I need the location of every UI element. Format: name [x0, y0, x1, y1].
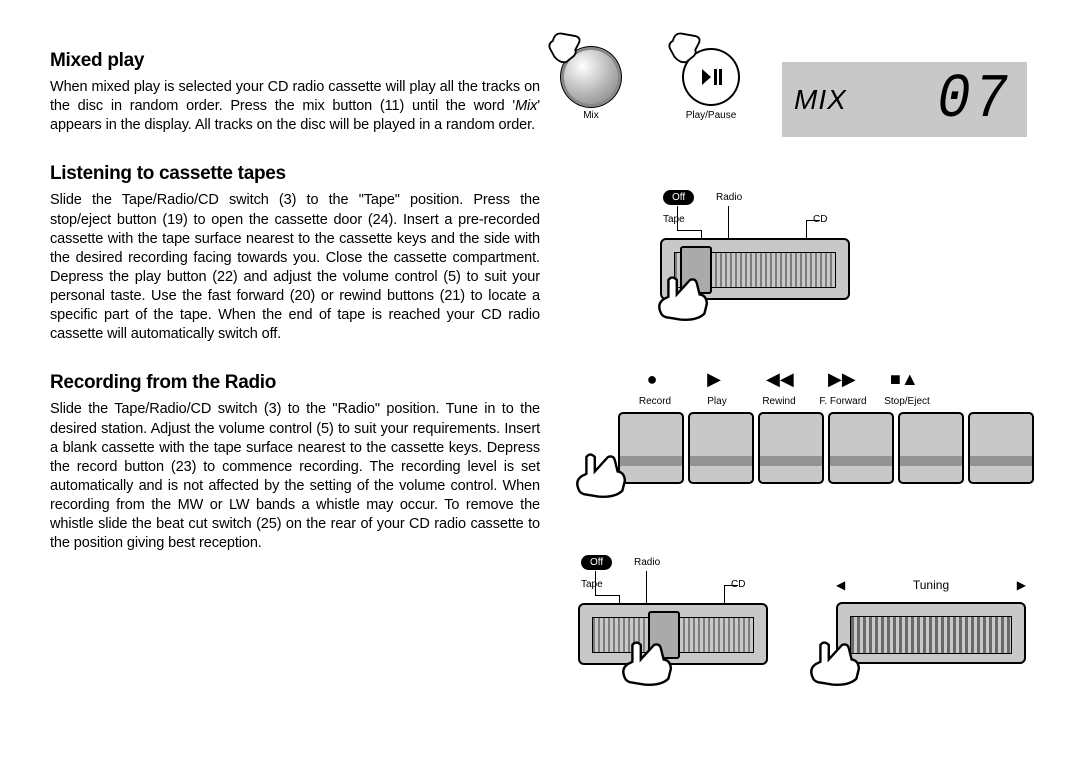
tuning-label: Tuning	[913, 578, 949, 592]
rewind-key[interactable]	[758, 412, 824, 484]
stop-eject-key[interactable]	[898, 412, 964, 484]
display-digits: 07	[937, 69, 1011, 131]
record-label: Record	[624, 396, 686, 407]
mixed-body-italic: Mix	[515, 98, 537, 114]
radio-heading: Recording from the Radio	[50, 372, 540, 394]
stop-eject-label: Stop/Eject	[876, 396, 938, 407]
mixed-play-heading: Mixed play	[50, 50, 540, 72]
record-icon: ●	[642, 370, 662, 388]
play-key[interactable]	[688, 412, 754, 484]
mixed-play-body: When mixed play is selected your CD radi…	[50, 78, 540, 135]
rewind-label: Rewind	[748, 396, 810, 407]
tuning-right-icon: ▶	[1017, 578, 1026, 592]
hand-icon	[618, 630, 690, 690]
hand-icon	[572, 442, 644, 502]
cassette-body: Slide the Tape/Radio/CD switch (3) to th…	[50, 191, 540, 344]
cassette-heading: Listening to cassette tapes	[50, 163, 540, 185]
switch-tape-label: Tape	[663, 214, 685, 225]
rewind-icon: ◀◀	[766, 370, 786, 388]
switch-radio-label: Radio	[716, 192, 742, 203]
tuning-label-row: ◀ Tuning ▶	[836, 578, 1026, 592]
fforward-icon: ▶▶	[828, 370, 848, 388]
play-icon: ▶	[704, 370, 724, 388]
fforward-key[interactable]	[828, 412, 894, 484]
radio-body: Slide the Tape/Radio/CD switch (3) to th…	[50, 400, 540, 553]
switch-off-label: Off	[581, 555, 612, 570]
mixed-body-pre: When mixed play is selected your CD radi…	[50, 79, 540, 114]
cassette-key-labels: Record Play Rewind F. Forward Stop/Eject	[624, 396, 938, 407]
cassette-key-icons: ● ▶ ◀◀ ▶▶ ■▲	[642, 370, 910, 388]
hand-icon	[806, 630, 878, 690]
play-pause-label: Play/Pause	[684, 110, 738, 121]
mix-button-label: Mix	[564, 110, 618, 121]
tuning-left-icon: ◀	[836, 578, 845, 592]
extra-key[interactable]	[968, 412, 1034, 484]
switch-off-label: Off	[663, 190, 694, 205]
lcd-display: MIX 07	[782, 62, 1027, 137]
display-mode-label: MIX	[794, 84, 847, 116]
switch-tape-label: Tape	[581, 579, 603, 590]
hand-icon	[654, 265, 726, 325]
play-label: Play	[686, 396, 748, 407]
fforward-label: F. Forward	[810, 396, 876, 407]
switch-radio-label: Radio	[634, 557, 660, 568]
stop-eject-icon: ■▲	[890, 370, 910, 388]
